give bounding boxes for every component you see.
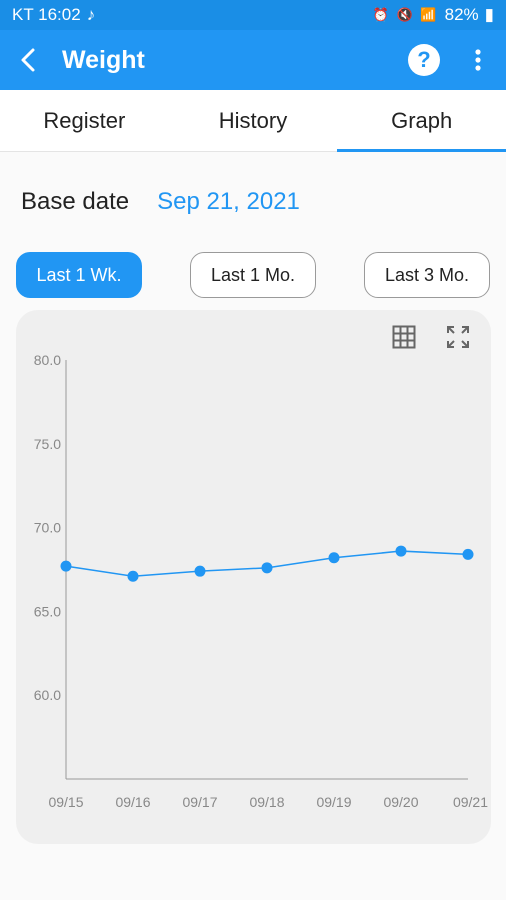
tab-register[interactable]: Register bbox=[43, 107, 126, 133]
weight-line-chart: 80.0 75.0 70.0 65.0 60.0 09/15 09/16 09/17 09/18… bbox=[34, 352, 488, 810]
tab-history[interactable]: History bbox=[218, 107, 288, 133]
x-tick-label: 09/21 bbox=[453, 794, 488, 810]
base-date-row: Base date Sep 21, 2021 bbox=[0, 152, 506, 252]
x-tick-label: 09/20 bbox=[383, 794, 418, 810]
base-date-value[interactable]: Sep 21, 2021 bbox=[157, 188, 300, 215]
battery-icon: ▮ bbox=[484, 5, 494, 24]
more-vert-icon[interactable] bbox=[466, 44, 490, 76]
data-point bbox=[462, 548, 474, 560]
app-bar: Weight ? bbox=[0, 30, 506, 90]
data-point bbox=[395, 545, 407, 557]
period-1-week-button[interactable]: Last 1 Wk. bbox=[16, 252, 142, 298]
music-note-icon: ♪ bbox=[86, 5, 96, 24]
data-point bbox=[328, 552, 340, 564]
x-tick-label: 09/17 bbox=[182, 794, 217, 810]
page-title: Weight bbox=[62, 45, 145, 74]
fullscreen-icon[interactable] bbox=[445, 324, 471, 350]
period-3-months-button[interactable]: Last 3 Mo. bbox=[364, 252, 490, 298]
battery-level: 82% bbox=[444, 5, 479, 24]
y-tick-label: 60.0 bbox=[34, 687, 61, 703]
data-point bbox=[261, 562, 273, 574]
base-date-label: Base date bbox=[21, 188, 130, 215]
x-tick-label: 09/15 bbox=[48, 794, 83, 810]
y-tick-label: 70.0 bbox=[34, 520, 61, 536]
grid-table-icon[interactable] bbox=[391, 324, 417, 350]
data-point bbox=[194, 565, 206, 577]
status-time: KT 16:02 bbox=[12, 5, 81, 24]
y-tick-label: 65.0 bbox=[34, 603, 61, 619]
back-arrow-icon[interactable] bbox=[10, 42, 46, 78]
tab-bar: Register History Graph bbox=[0, 90, 506, 152]
x-tick-label: 09/19 bbox=[316, 794, 351, 810]
status-icons: ⏰ 🔇 📶 bbox=[372, 7, 439, 22]
x-tick-label: 09/18 bbox=[249, 794, 284, 810]
period-selector: Last 1 Wk. Last 1 Mo. Last 3 Mo. bbox=[0, 252, 506, 298]
data-point bbox=[127, 570, 139, 582]
tab-graph[interactable]: Graph bbox=[337, 90, 506, 152]
y-tick-label: 75.0 bbox=[34, 436, 61, 452]
chart-card: 80.0 75.0 70.0 65.0 60.0 09/15 09/16 09/17 09/18… bbox=[16, 310, 491, 844]
help-icon[interactable]: ? bbox=[408, 44, 440, 76]
data-point bbox=[60, 560, 72, 572]
period-1-month-button[interactable]: Last 1 Mo. bbox=[190, 252, 316, 298]
x-tick-label: 09/16 bbox=[115, 794, 150, 810]
y-tick-label: 80.0 bbox=[34, 352, 61, 368]
status-bar: KT 16:02 ♪ ⏰ 🔇 📶 82% ▮ bbox=[0, 0, 506, 30]
